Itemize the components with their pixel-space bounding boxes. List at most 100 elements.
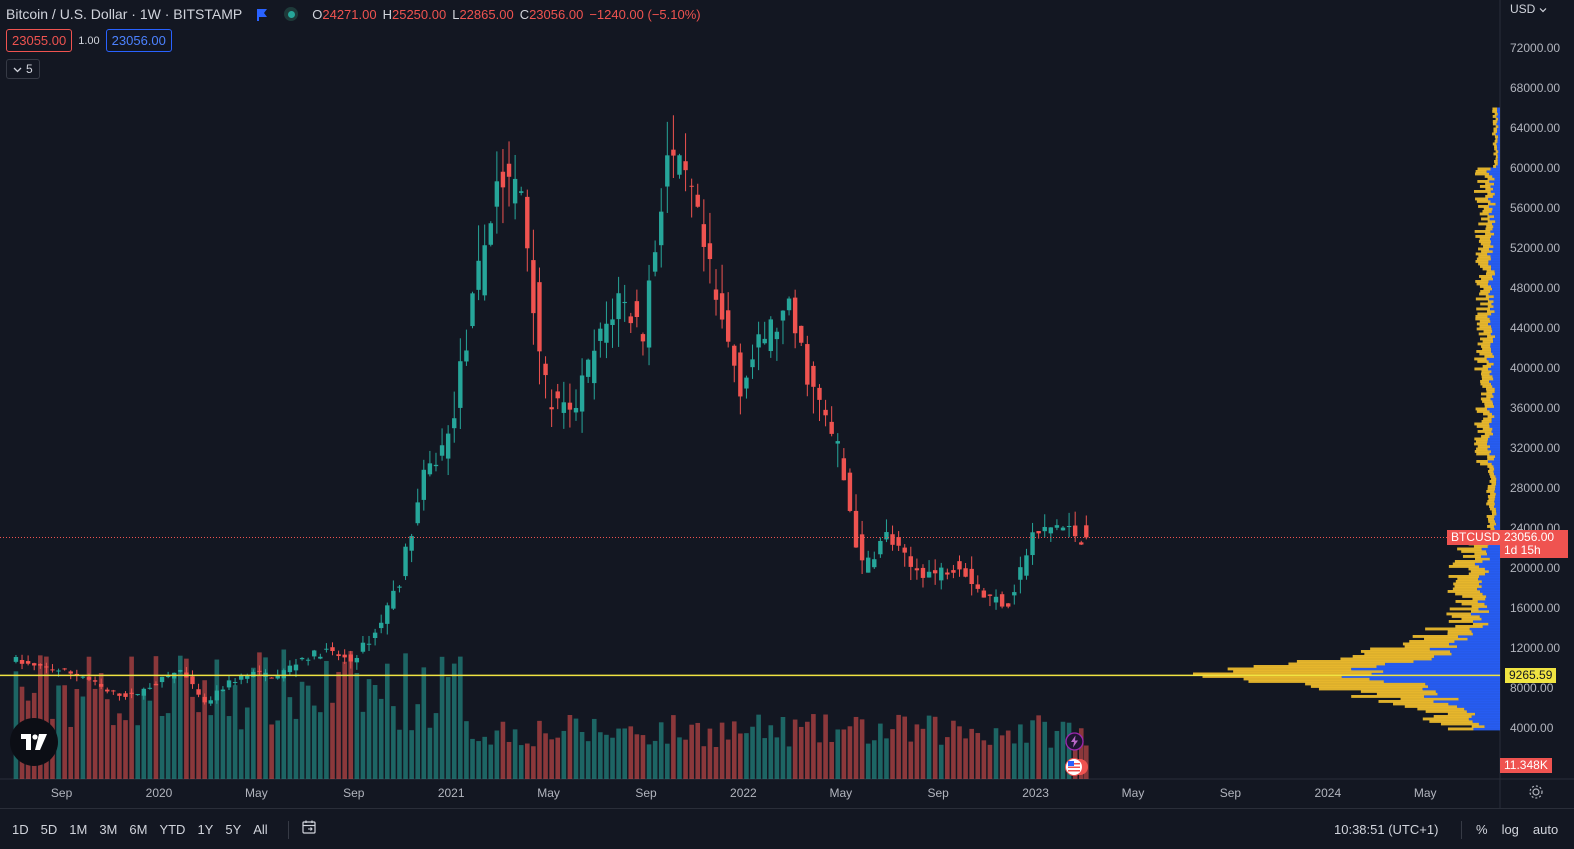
- candle-body[interactable]: [165, 676, 171, 678]
- candle-body[interactable]: [68, 671, 73, 674]
- candle-body[interactable]: [50, 669, 55, 671]
- timeframe-3m-button[interactable]: 3M: [99, 822, 118, 837]
- candle-body[interactable]: [616, 293, 621, 320]
- candle-body[interactable]: [287, 665, 293, 673]
- candle-body[interactable]: [1012, 592, 1017, 596]
- candle-body[interactable]: [512, 178, 518, 204]
- candle-body[interactable]: [945, 572, 950, 575]
- timeframe-1d-button[interactable]: 1D: [12, 822, 29, 837]
- candle-body[interactable]: [147, 687, 153, 689]
- candle-body[interactable]: [153, 683, 159, 686]
- timeframe-1y-button[interactable]: 1Y: [197, 822, 214, 837]
- candle-body[interactable]: [32, 663, 37, 666]
- candle-body[interactable]: [445, 433, 451, 459]
- candle-body[interactable]: [464, 350, 469, 362]
- candle-body[interactable]: [610, 319, 615, 326]
- candle-body[interactable]: [579, 375, 585, 412]
- date-range-icon[interactable]: [301, 819, 317, 840]
- candle-body[interactable]: [123, 693, 128, 697]
- settings-gear-icon[interactable]: [1528, 784, 1544, 805]
- candle-body[interactable]: [969, 568, 974, 585]
- candle-body[interactable]: [1042, 526, 1047, 532]
- candle-body[interactable]: [92, 680, 98, 682]
- candle-body[interactable]: [543, 363, 548, 376]
- candle-body[interactable]: [257, 670, 262, 672]
- candle-body[interactable]: [884, 532, 889, 540]
- candle-body[interactable]: [324, 648, 329, 650]
- candle-body[interactable]: [671, 149, 676, 156]
- log-scale-button[interactable]: log: [1501, 822, 1519, 837]
- candle-body[interactable]: [841, 458, 847, 481]
- candle-body[interactable]: [939, 567, 944, 581]
- indicators-toggle-button[interactable]: 5: [6, 59, 40, 79]
- candle-body[interactable]: [19, 659, 25, 664]
- candle-body[interactable]: [823, 409, 828, 416]
- candle-body[interactable]: [665, 155, 670, 187]
- candle-body[interactable]: [890, 534, 895, 545]
- candle-body[interactable]: [646, 280, 652, 348]
- timeframe-ytd-button[interactable]: YTD: [159, 822, 186, 837]
- candle-body[interactable]: [585, 359, 591, 377]
- candle-body[interactable]: [421, 469, 427, 500]
- candle-body[interactable]: [13, 657, 19, 662]
- candle-body[interactable]: [1018, 567, 1023, 580]
- candle-body[interactable]: [1054, 525, 1060, 528]
- candle-body[interactable]: [1060, 527, 1066, 531]
- candle-body[interactable]: [573, 407, 579, 413]
- candle-body[interactable]: [488, 223, 493, 245]
- candle-body[interactable]: [1036, 531, 1041, 534]
- candle-body[interactable]: [719, 293, 725, 320]
- candle-body[interactable]: [738, 352, 743, 397]
- sell-price-button[interactable]: 23055.00: [6, 29, 73, 52]
- candle-body[interactable]: [689, 185, 694, 187]
- candle-body[interactable]: [293, 664, 299, 671]
- candle-body[interactable]: [1048, 527, 1054, 534]
- candle-body[interactable]: [25, 661, 31, 664]
- flag-icon[interactable]: [256, 8, 268, 21]
- candle-body[interactable]: [756, 334, 761, 348]
- candle-body[interactable]: [281, 670, 286, 679]
- candle-body[interactable]: [853, 510, 859, 548]
- candle-body[interactable]: [592, 350, 597, 384]
- candle-body[interactable]: [780, 310, 786, 321]
- candle-body[interactable]: [275, 675, 280, 679]
- timeframe-1m-button[interactable]: 1M: [69, 822, 88, 837]
- candle-body[interactable]: [348, 654, 353, 662]
- candle-body[interactable]: [744, 377, 749, 389]
- candle-body[interactable]: [555, 391, 560, 399]
- candle-body[interactable]: [519, 191, 524, 193]
- candle-body[interactable]: [835, 441, 840, 444]
- candle-body[interactable]: [305, 659, 311, 661]
- candle-body[interactable]: [452, 418, 457, 429]
- candle-body[interactable]: [80, 676, 86, 678]
- candle-body[interactable]: [701, 224, 707, 247]
- candle-body[interactable]: [683, 161, 688, 171]
- candle-body[interactable]: [56, 670, 61, 672]
- candle-body[interactable]: [299, 657, 305, 660]
- candle-body[interactable]: [458, 361, 463, 408]
- candle-body[interactable]: [713, 289, 719, 300]
- candle-body[interactable]: [707, 243, 713, 260]
- candle-body[interactable]: [640, 334, 646, 342]
- candle-body[interactable]: [415, 502, 420, 524]
- candle-body[interactable]: [135, 694, 140, 696]
- candle-body[interactable]: [652, 252, 658, 272]
- timeframe-5y-button[interactable]: 5Y: [225, 822, 242, 837]
- candle-body[interactable]: [872, 559, 877, 568]
- candle-body[interactable]: [957, 561, 962, 570]
- candle-body[interactable]: [1030, 532, 1035, 556]
- candle-body[interactable]: [208, 700, 213, 704]
- timeframe-6m-button[interactable]: 6M: [129, 822, 148, 837]
- candle-body[interactable]: [385, 605, 390, 624]
- candle-body[interactable]: [695, 194, 700, 207]
- candle-body[interactable]: [105, 689, 110, 692]
- candle-body[interactable]: [190, 676, 195, 685]
- candle-body[interactable]: [214, 690, 220, 701]
- candle-body[interactable]: [932, 570, 938, 574]
- candle-body[interactable]: [1079, 542, 1084, 545]
- candle-body[interactable]: [951, 570, 956, 573]
- tradingview-logo[interactable]: [10, 718, 58, 766]
- candle-body[interactable]: [768, 319, 773, 352]
- candle-body[interactable]: [902, 547, 907, 553]
